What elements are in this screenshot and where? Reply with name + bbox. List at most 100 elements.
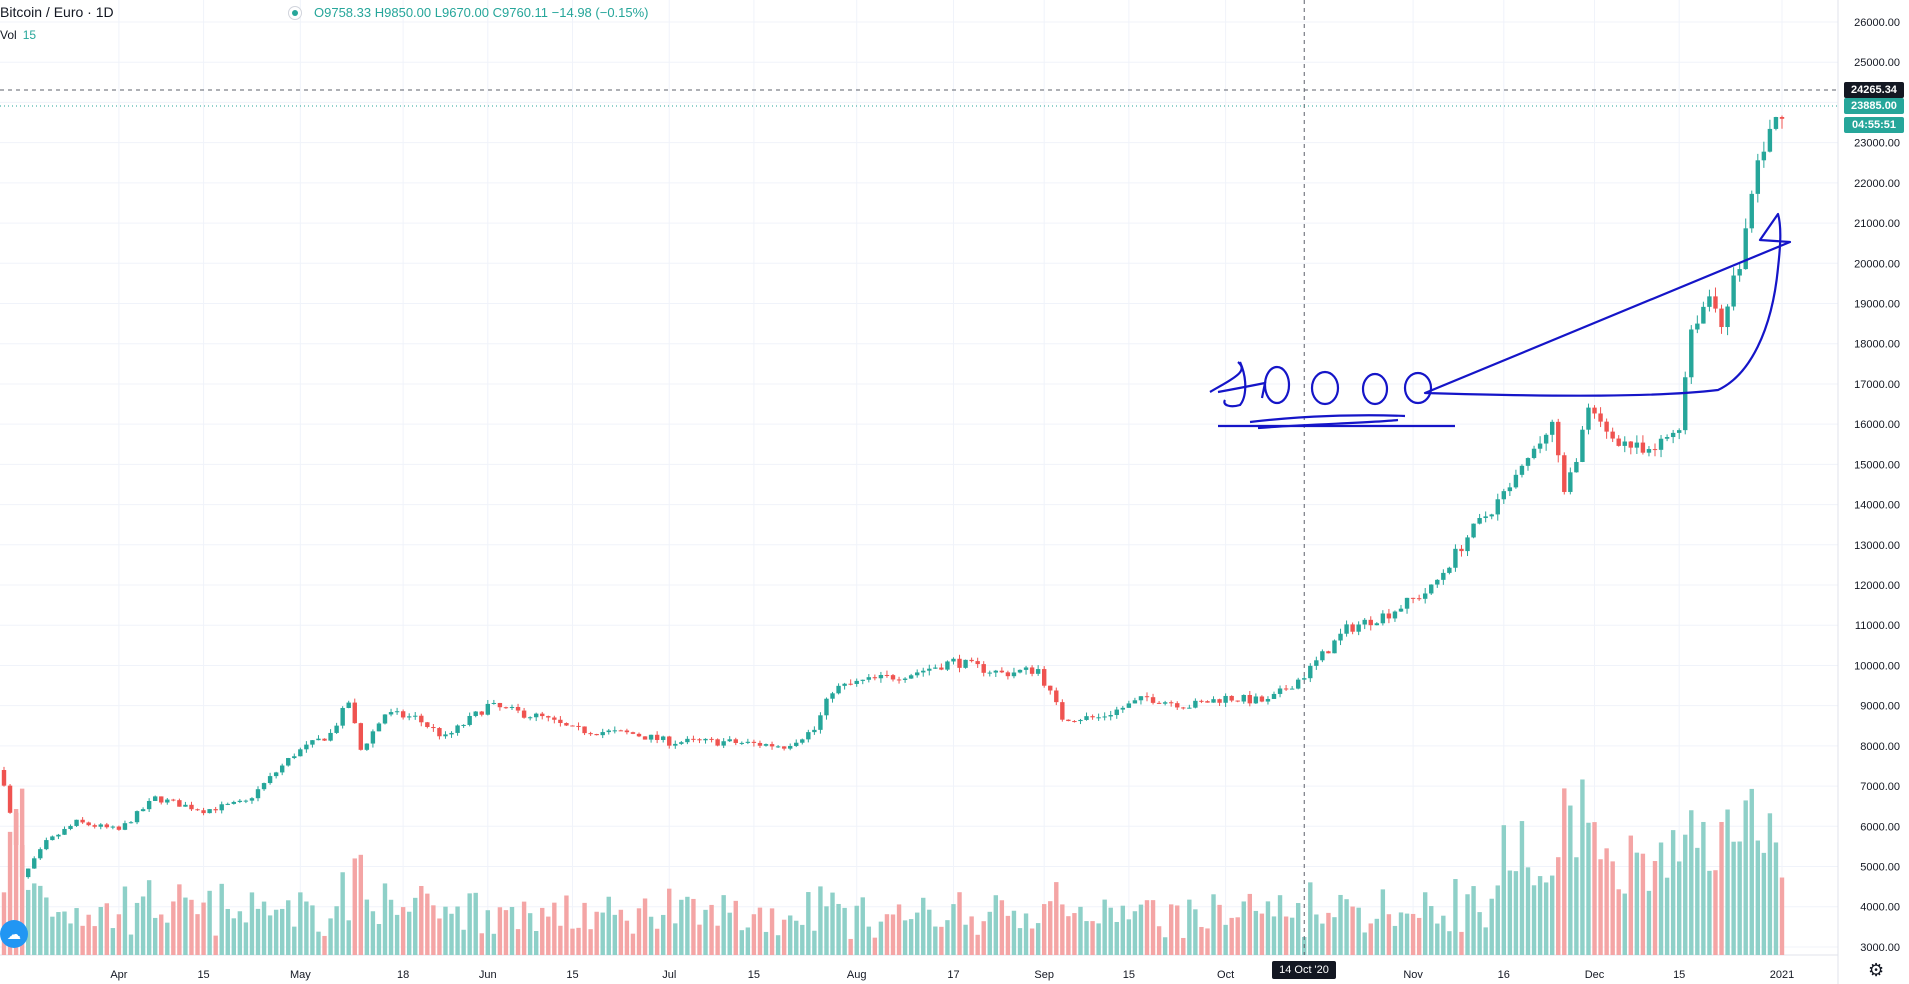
volume-bar — [1507, 870, 1513, 955]
candle-body — [68, 825, 73, 829]
candle-body — [1489, 514, 1494, 517]
volume-bar — [691, 898, 696, 955]
candle-body — [461, 724, 466, 726]
candle-body — [1562, 455, 1567, 492]
volume-bar — [1707, 870, 1712, 955]
candle-body — [848, 683, 853, 685]
volume-bar — [491, 933, 497, 955]
volume-bar — [854, 905, 859, 955]
volume-bar — [1229, 917, 1234, 955]
candle-body — [1259, 696, 1265, 702]
volume-bar — [1568, 805, 1573, 955]
candle-body — [503, 707, 509, 709]
gear-icon[interactable]: ⚙ — [1868, 960, 1885, 980]
volume-bar — [183, 897, 188, 955]
y-tick-label: 7000.00 — [1860, 781, 1900, 793]
candle-body — [999, 670, 1005, 673]
volume-bar — [654, 928, 660, 955]
volume-bar — [231, 918, 237, 955]
x-tick-label: Dec — [1585, 969, 1605, 981]
volume-bar — [1459, 931, 1464, 955]
candle-body — [207, 809, 212, 814]
candle-body — [878, 674, 884, 679]
candle-body — [866, 677, 872, 680]
candle-body — [1495, 499, 1500, 515]
candle-body — [969, 659, 974, 662]
candle-body — [890, 675, 896, 680]
candle-body — [1404, 597, 1410, 609]
volume-bar — [13, 809, 19, 955]
candle-body — [945, 661, 950, 670]
volume-bar — [237, 911, 243, 955]
candle-body — [1676, 430, 1682, 433]
volume-bar — [1429, 906, 1434, 955]
volume-bar — [1308, 882, 1313, 955]
volume-bar — [1017, 928, 1023, 955]
candle-body — [189, 804, 194, 810]
candle-body — [540, 713, 545, 717]
candle-body — [630, 732, 636, 734]
volume-bar — [159, 914, 164, 955]
candle-body — [1271, 693, 1277, 699]
volume-bar — [122, 886, 128, 955]
volume-bar — [878, 921, 884, 955]
candle-body — [727, 739, 732, 742]
candle-body — [612, 730, 618, 732]
candle-body — [1326, 651, 1331, 654]
candle-body — [1247, 695, 1253, 704]
volume-bar — [1295, 903, 1301, 955]
volume-bar — [1138, 904, 1144, 955]
y-tick-label: 16000.00 — [1854, 419, 1900, 431]
volume-bar — [1549, 875, 1555, 955]
candle-body — [1513, 474, 1519, 488]
volume-legend[interactable]: Vol 15 — [0, 28, 36, 42]
tradingview-cloud-icon[interactable]: ☁ — [0, 920, 28, 948]
volume-bar — [1023, 913, 1029, 955]
volume-bar — [1011, 910, 1017, 955]
volume-bar — [679, 899, 684, 955]
volume-bar — [872, 937, 878, 955]
volume-bar — [1048, 901, 1053, 955]
candle-body — [183, 804, 188, 807]
candle-body — [1689, 329, 1694, 378]
symbol-title[interactable]: Bitcoin / Euro · 1D — [0, 4, 114, 20]
volume-bar — [1410, 913, 1416, 955]
candle-body — [1029, 667, 1035, 674]
volume-bar — [1743, 800, 1748, 955]
volume-bar — [914, 912, 920, 955]
x-tick-label: Oct — [1217, 969, 1234, 981]
volume-bar — [62, 911, 67, 955]
candle-body — [62, 828, 67, 835]
candle-body — [1066, 719, 1071, 722]
candle-body — [1628, 441, 1634, 448]
volume-bar — [1761, 852, 1767, 955]
candle-body — [648, 734, 654, 740]
volume-bar — [1289, 917, 1295, 955]
volume-bar — [286, 900, 291, 955]
volume-bar — [255, 908, 261, 955]
volume-bar — [860, 897, 865, 955]
volume-bar — [890, 914, 896, 955]
candle-body — [1217, 699, 1222, 703]
volume-bar — [939, 926, 944, 955]
volume-bar — [1616, 889, 1621, 955]
candle-body — [588, 733, 593, 735]
volume-bar — [400, 907, 406, 955]
annotation-underline — [1249, 414, 1406, 430]
candle-body — [1090, 716, 1095, 718]
market-status-icon — [288, 6, 302, 20]
candle-body — [1568, 472, 1573, 492]
candle-body — [273, 772, 279, 777]
volume-bar — [1749, 788, 1754, 955]
candle-body — [1241, 695, 1246, 702]
candle-body — [981, 664, 986, 673]
change-value: −14.98 (−0.15%) — [551, 5, 649, 20]
candle-body — [1380, 613, 1386, 624]
candle-body — [80, 819, 85, 823]
volume-bar — [213, 935, 218, 955]
candle-body — [824, 698, 829, 716]
candle-body — [1767, 128, 1773, 152]
candle-body — [231, 801, 237, 804]
candle-body — [1211, 699, 1216, 703]
